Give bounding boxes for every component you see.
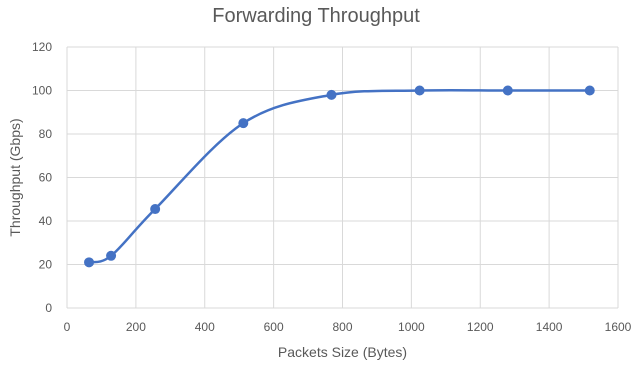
x-tick-label: 400 xyxy=(195,320,215,334)
x-tick-label: 600 xyxy=(264,320,284,334)
data-point xyxy=(238,118,249,129)
data-point xyxy=(326,89,337,100)
gridlines xyxy=(66,46,619,309)
x-tick-label: 0 xyxy=(64,320,71,334)
x-tick-label: 1600 xyxy=(605,320,632,334)
data-point xyxy=(84,257,95,268)
x-axis-ticks: 0 200 400 600 800 1000 1200 1400 1600 xyxy=(64,320,632,334)
x-tick-label: 1000 xyxy=(398,320,425,334)
x-axis-label: Packets Size (Bytes) xyxy=(278,344,407,360)
y-tick-label: 60 xyxy=(39,171,53,185)
series-line xyxy=(87,88,592,264)
data-point xyxy=(414,85,425,96)
x-tick-label: 800 xyxy=(332,320,352,334)
y-tick-label: 100 xyxy=(32,84,52,98)
y-axis-ticks: 0 20 40 60 80 100 120 xyxy=(32,40,52,315)
y-tick-label: 40 xyxy=(39,214,53,228)
data-point xyxy=(150,204,161,215)
data-point xyxy=(502,85,513,96)
y-tick-label: 80 xyxy=(39,127,53,141)
y-tick-label: 20 xyxy=(39,258,53,272)
y-tick-label: 0 xyxy=(45,301,52,315)
data-point xyxy=(106,250,117,261)
chart-title: Forwarding Throughput xyxy=(212,5,420,27)
y-axis-label: Throughput (Gbps) xyxy=(7,118,23,236)
x-tick-label: 200 xyxy=(126,320,146,334)
x-tick-label: 1400 xyxy=(536,320,563,334)
x-tick-label: 1200 xyxy=(467,320,494,334)
y-tick-label: 120 xyxy=(32,40,52,54)
data-point xyxy=(584,85,595,96)
series-layer xyxy=(84,85,595,268)
